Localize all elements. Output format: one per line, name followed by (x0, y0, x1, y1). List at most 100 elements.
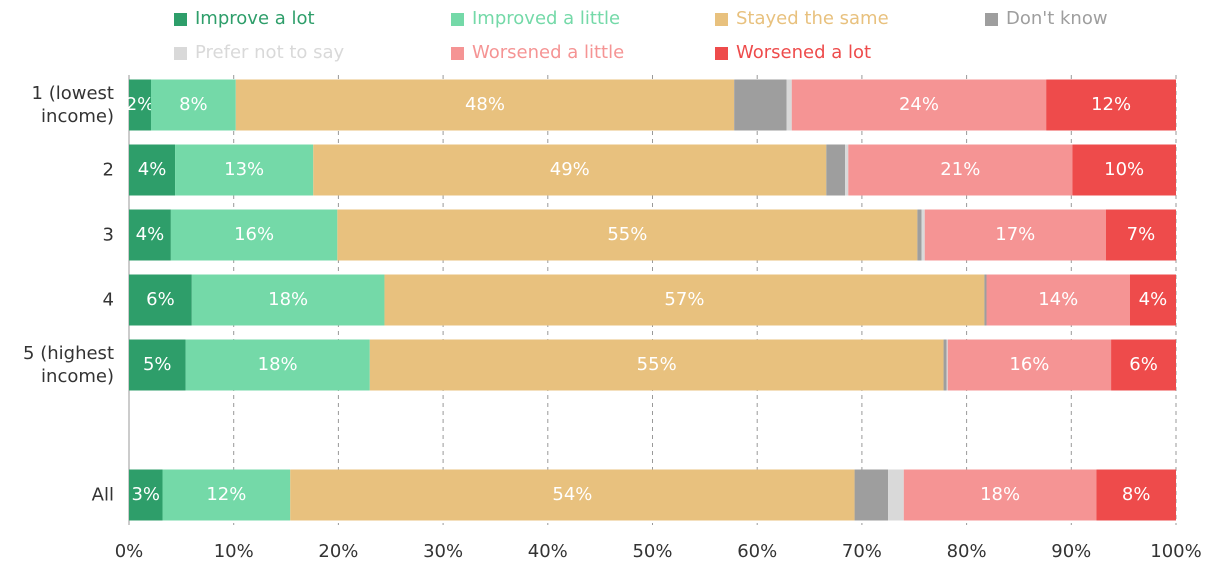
bar-segment (848, 144, 1073, 196)
x-tick-label: 60% (737, 541, 777, 562)
bar-segment (947, 339, 1112, 391)
data-label: 6% (1129, 354, 1158, 375)
data-label: 17% (995, 224, 1035, 245)
data-label: 3% (131, 484, 160, 505)
y-tick-label: All (91, 484, 114, 506)
bar-segment (845, 144, 849, 196)
y-tick-label: 5 (highest income) (23, 343, 114, 387)
bar-segment (1105, 209, 1176, 261)
bar-segment (921, 209, 925, 261)
bar-segment (984, 274, 987, 326)
bar-segment (1129, 274, 1176, 326)
x-tick-label: 100% (1150, 541, 1201, 562)
bar-segment (1046, 79, 1176, 131)
bar-segment (337, 209, 918, 261)
bar-segment (384, 274, 985, 326)
x-tick-label: 30% (423, 541, 463, 562)
x-tick-label: 10% (214, 541, 254, 562)
bar-segment (129, 79, 151, 131)
bar-segment (290, 469, 855, 521)
data-label: 8% (1122, 484, 1151, 505)
data-label: 14% (1038, 289, 1078, 310)
bar-segment (129, 209, 171, 261)
bar-segment (1072, 144, 1176, 196)
bar-segment (946, 339, 948, 391)
bar-segment (1096, 469, 1176, 521)
bar-segment (129, 144, 176, 196)
bar-segment (903, 469, 1097, 521)
legend-label: Worsened a lot (736, 42, 871, 63)
bar-segment (734, 79, 787, 131)
data-label: 12% (206, 484, 246, 505)
legend-label: Don't know (1006, 8, 1108, 29)
data-label: 4% (136, 224, 165, 245)
bar-segment (170, 209, 338, 261)
data-label: 54% (552, 484, 592, 505)
x-tick-label: 70% (842, 541, 882, 562)
bar-segment (791, 79, 1047, 131)
data-label: 49% (550, 159, 590, 180)
y-tick-label: 4 (102, 289, 114, 311)
legend-swatch (451, 13, 464, 26)
data-label: 24% (899, 94, 939, 115)
data-label: 10% (1104, 159, 1144, 180)
legend-swatch (174, 13, 187, 26)
legend-label: Worsened a little (472, 42, 624, 63)
data-label: 7% (1127, 224, 1156, 245)
data-label: 18% (980, 484, 1020, 505)
y-tick-label: 3 (102, 224, 114, 246)
legend-label: Prefer not to say (195, 42, 345, 63)
x-tick-label: 40% (528, 541, 568, 562)
bar-segment (826, 144, 846, 196)
bar-segment (129, 339, 186, 391)
data-label: 12% (1091, 94, 1131, 115)
bar-segment (185, 339, 370, 391)
data-label: 18% (268, 289, 308, 310)
bar-segment (191, 274, 385, 326)
legend-swatch (715, 13, 728, 26)
bar-segment (924, 209, 1106, 261)
legend-label: Stayed the same (736, 8, 889, 29)
x-tick-label: 20% (318, 541, 358, 562)
x-tick-label: 0% (115, 541, 144, 562)
data-label: 16% (234, 224, 274, 245)
data-label: 2% (126, 94, 155, 115)
legend-swatch (451, 47, 464, 60)
legend-swatch (985, 13, 998, 26)
x-tick-label: 50% (632, 541, 672, 562)
y-tick-label: 2 (102, 159, 114, 181)
bar-segment (129, 469, 163, 521)
data-label: 4% (138, 159, 167, 180)
data-label: 48% (465, 94, 505, 115)
bar-segment (888, 469, 904, 521)
data-label: 55% (607, 224, 647, 245)
bar-segment (854, 469, 889, 521)
data-label: 6% (146, 289, 175, 310)
bar-segment (235, 79, 735, 131)
data-label: 21% (940, 159, 980, 180)
data-label: 8% (179, 94, 208, 115)
legend-label: Improved a little (472, 8, 620, 29)
data-label: 18% (258, 354, 298, 375)
legend-swatch (715, 47, 728, 60)
bar-segment (943, 339, 947, 391)
bar-segment (313, 144, 827, 196)
bar-segment (369, 339, 944, 391)
data-label: 13% (224, 159, 264, 180)
bar-segment (786, 79, 792, 131)
bar-segment (1111, 339, 1176, 391)
x-tick-label: 80% (947, 541, 987, 562)
bar-segment (917, 209, 922, 261)
data-label: 4% (1139, 289, 1168, 310)
x-tick-label: 90% (1051, 541, 1091, 562)
data-label: 16% (1009, 354, 1049, 375)
data-label: 55% (637, 354, 677, 375)
bar-segment (129, 274, 192, 326)
bar-segment (175, 144, 314, 196)
data-label: 57% (664, 289, 704, 310)
data-label: 5% (143, 354, 172, 375)
bar-segment (986, 274, 1130, 326)
legend-swatch (174, 47, 187, 60)
